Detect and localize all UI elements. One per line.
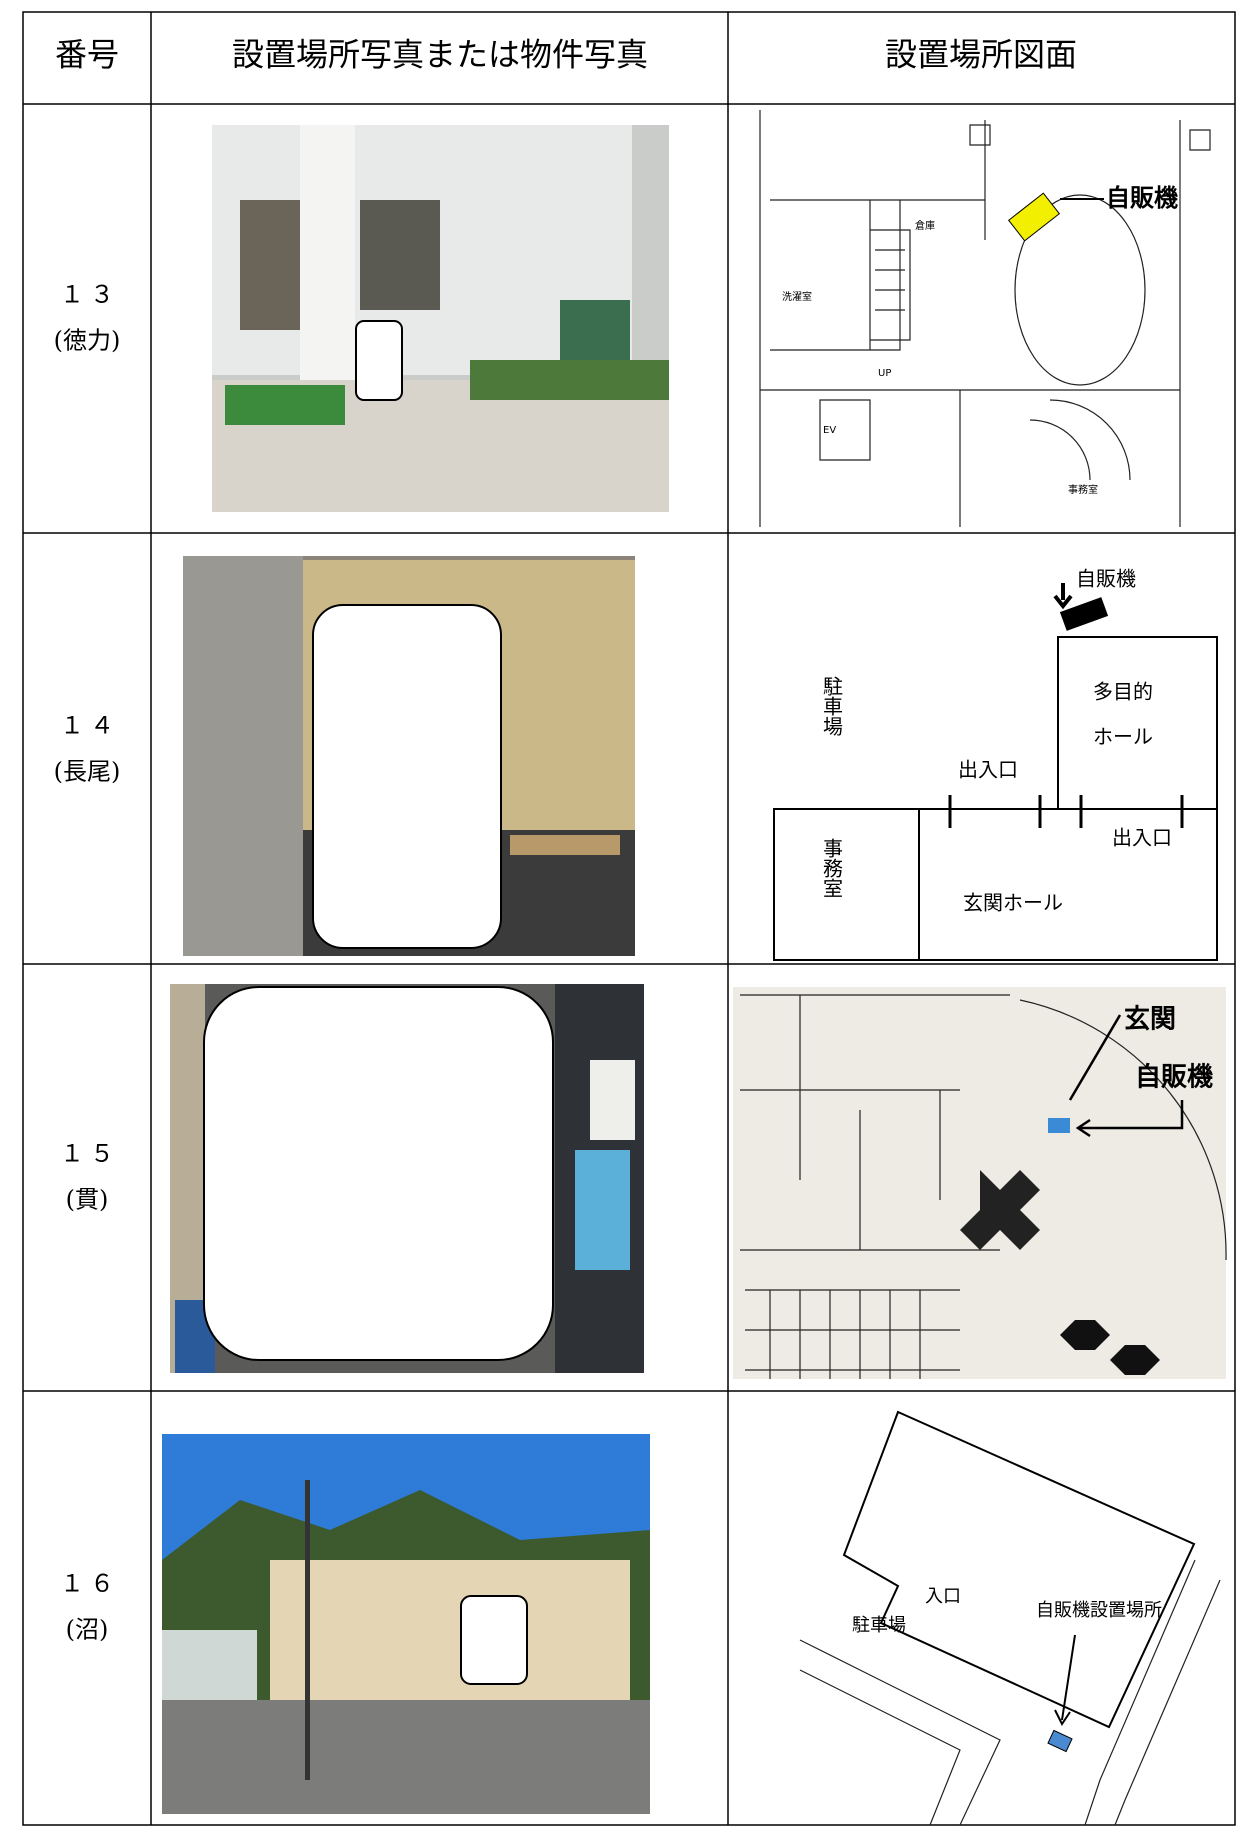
photo — [183, 556, 635, 956]
plan-bg — [733, 110, 1217, 527]
plan-walls — [773, 636, 1218, 961]
building — [270, 1560, 630, 1720]
header-cell: 設置場所図面 — [885, 36, 1077, 74]
floor-plan: 入口 駐車場 自販機設置場所 — [799, 1410, 1221, 1826]
vending-machine — [1048, 1118, 1070, 1133]
arrow — [1054, 1634, 1076, 1726]
blank-mask — [312, 604, 502, 949]
plan-walls — [740, 994, 1227, 1379]
pole — [305, 1480, 310, 1780]
road — [162, 1700, 650, 1814]
row-place: (長尾) — [54, 758, 121, 786]
plan-label: 入口 — [925, 1586, 961, 1607]
plan-label: 自販機 — [1076, 567, 1136, 591]
window — [240, 200, 310, 330]
plan-label: 自販機 — [1106, 184, 1178, 212]
plan-label: UP — [878, 368, 891, 379]
row-place: (貫) — [66, 1186, 109, 1214]
arrow — [1053, 583, 1073, 610]
plan-walls — [759, 110, 1211, 527]
poster — [590, 1060, 635, 1140]
doors — [948, 795, 1184, 828]
hedge — [470, 360, 669, 400]
plan-label: 出入口 — [1112, 826, 1172, 850]
roads — [799, 1559, 1221, 1826]
building-outline — [842, 1410, 1196, 1729]
bench — [510, 835, 620, 855]
plan-bg — [733, 987, 1226, 1379]
header-cell: 設置場所写真または物件写真 — [232, 36, 648, 74]
blank-mask — [355, 320, 403, 401]
board — [560, 300, 630, 360]
plan-label: 駐車場 — [820, 676, 844, 736]
plan-label: 玄関ホール — [963, 891, 1063, 915]
photo — [162, 1434, 650, 1814]
table-border — [22, 11, 1236, 1826]
plan-label: 駐車場 — [852, 1615, 906, 1636]
blank-mask — [203, 986, 554, 1361]
arrow — [1068, 1014, 1122, 1101]
row-number: １４ — [60, 712, 120, 740]
header-cell: 番号 — [55, 36, 119, 74]
vending-machine — [1059, 597, 1109, 631]
mat — [225, 385, 345, 425]
plan-label: ホール — [1093, 725, 1153, 749]
row-number: １６ — [60, 1570, 120, 1598]
planter — [960, 1170, 1040, 1250]
plan-label: 洗濯室 — [782, 290, 812, 303]
plan-label: 倉庫 — [915, 219, 935, 232]
plan-label: 自販機 — [1135, 1062, 1213, 1093]
row-number: １５ — [60, 1140, 120, 1168]
blank-mask — [460, 1595, 528, 1685]
plan-label: EV — [823, 425, 836, 436]
row-number: １３ — [60, 281, 120, 309]
plan-label: 事務室 — [820, 838, 844, 898]
floor-plan: 自販機 駐車場 多目的 ホール 出入口 出入口 事務室 玄関ホール — [773, 567, 1218, 961]
floor-plan: 玄関 自販機 — [733, 987, 1227, 1379]
stairs — [870, 229, 911, 341]
poster — [575, 1150, 630, 1270]
plan-label: 多目的 — [1093, 680, 1153, 704]
plan-label: 玄関 — [1124, 1004, 1176, 1035]
plan-label: 自販機設置場所 — [1036, 1600, 1162, 1621]
rotunda — [1014, 194, 1146, 386]
plan-label: 事務室 — [1068, 483, 1098, 496]
floor-plan: 自販機 倉庫 洗濯室 UP EV 事務室 — [733, 110, 1217, 527]
window — [360, 200, 440, 310]
board — [162, 1630, 257, 1700]
pillar — [300, 125, 355, 425]
tables — [1060, 1320, 1160, 1375]
row-place: (沼) — [66, 1616, 109, 1644]
vending-machine — [1007, 192, 1061, 242]
arrow — [1075, 1100, 1184, 1138]
photo — [170, 984, 644, 1373]
arc — [1029, 399, 1131, 481]
plan-label: 出入口 — [958, 758, 1018, 782]
vending-spot — [1047, 1729, 1073, 1753]
row-place: (徳力) — [54, 327, 121, 355]
photo — [212, 125, 669, 512]
concrete-wall — [183, 556, 303, 956]
